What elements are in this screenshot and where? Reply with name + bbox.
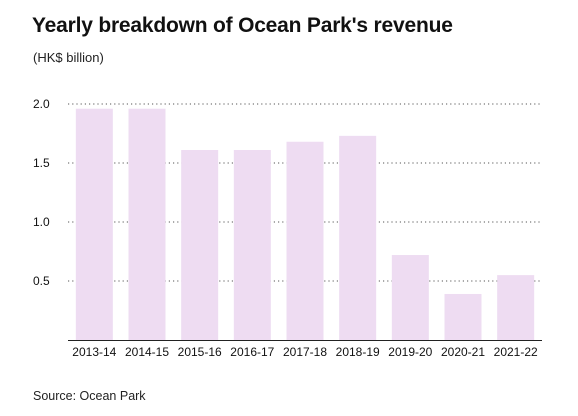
chart-subtitle: (HK$ billion) — [33, 50, 104, 65]
x-axis-ticks: 2013-14 2014-15 2015-16 2016-17 2017-18 2018-… — [72, 345, 538, 359]
x-tick-label: 2017-18 — [283, 345, 327, 359]
bar — [391, 255, 429, 340]
chart-title: Yearly breakdown of Ocean Park's revenue — [32, 14, 453, 37]
grid-lines — [68, 103, 542, 282]
y-tick-label: 0.5 — [33, 274, 50, 288]
x-tick-label: 2016-17 — [230, 345, 274, 359]
y-axis-ticks: 2.0 1.5 1.0 0.5 — [33, 97, 50, 288]
x-tick-label: 2018-19 — [336, 345, 380, 359]
y-tick-label: 2.0 — [33, 97, 50, 111]
bars — [75, 108, 535, 340]
bar — [286, 141, 324, 340]
x-tick-label: 2021-22 — [494, 345, 538, 359]
x-tick-label: 2020-21 — [441, 345, 485, 359]
bar — [128, 108, 166, 340]
x-tick-label: 2019-20 — [388, 345, 432, 359]
x-tick-label: 2015-16 — [178, 345, 222, 359]
source-note: Source: Ocean Park — [33, 389, 146, 403]
bar — [233, 150, 271, 340]
x-tick-label: 2014-15 — [125, 345, 169, 359]
bar — [497, 275, 535, 340]
bar — [181, 150, 219, 340]
x-tick-label: 2013-14 — [72, 345, 116, 359]
bar — [75, 108, 113, 340]
y-tick-label: 1.0 — [33, 215, 50, 229]
bar — [339, 135, 377, 340]
bar — [444, 293, 482, 340]
y-tick-label: 1.5 — [33, 156, 50, 170]
